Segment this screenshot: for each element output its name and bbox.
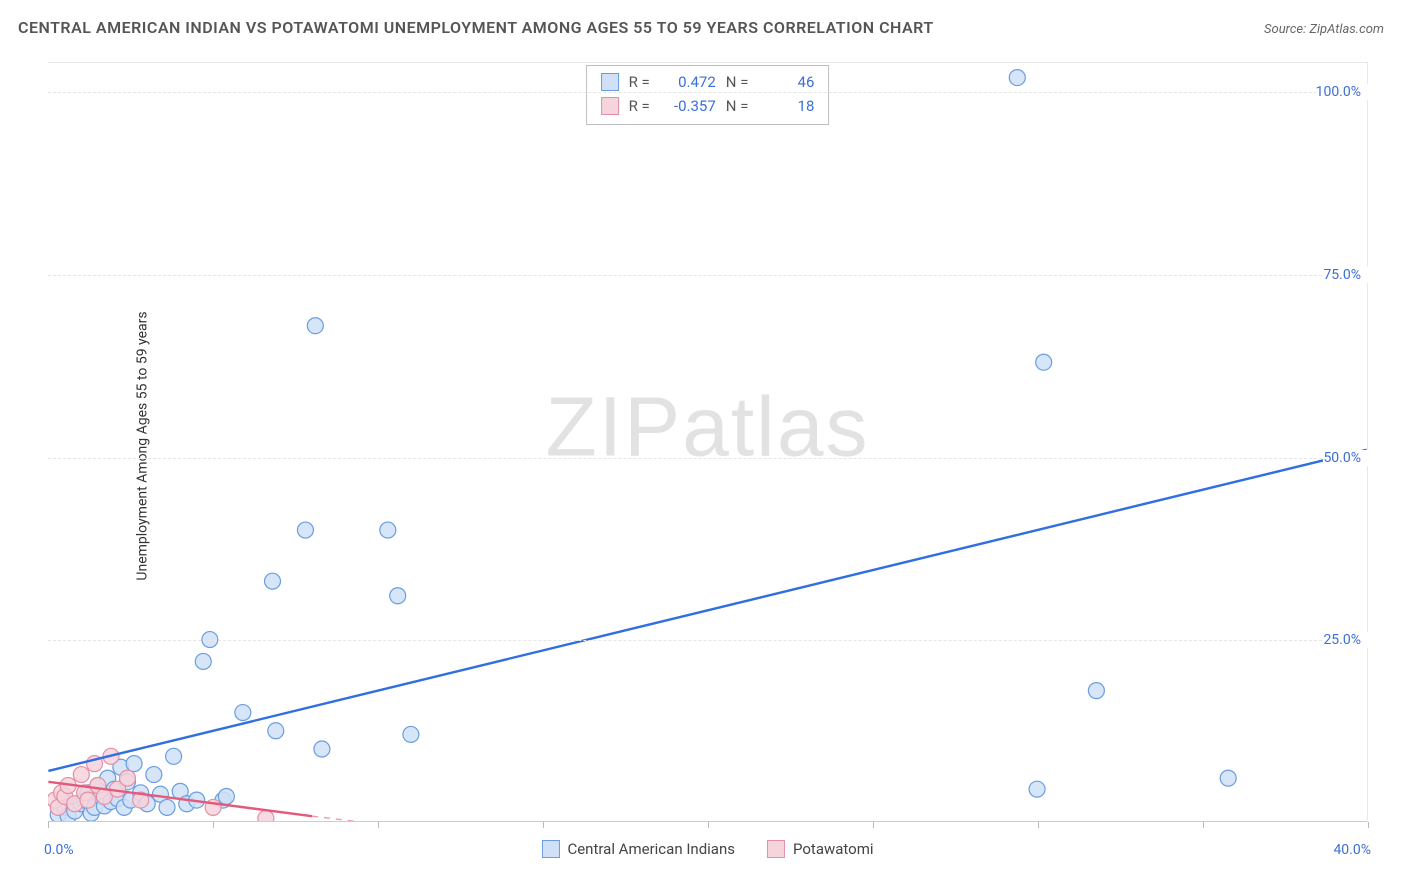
swatch-series1 — [601, 73, 619, 91]
legend-label-series1: Central American Indians — [567, 840, 735, 858]
series-legend: Central American Indians Potawatomi — [541, 840, 873, 858]
n-label: N = — [726, 70, 749, 94]
r-label: R = — [629, 94, 650, 118]
n-value-series1: 46 — [758, 70, 814, 94]
watermark-thin: atlas — [682, 380, 869, 474]
y-tick-label: 25.0% — [1323, 632, 1369, 648]
y-tick-label: 75.0% — [1323, 267, 1369, 283]
gridline-h — [48, 640, 1367, 641]
x-tick-mark — [873, 822, 874, 828]
watermark: ZIPatlas — [545, 379, 869, 476]
x-tick-mark — [213, 822, 214, 828]
stats-row-series2: R = -0.357 N = 18 — [601, 94, 815, 118]
y-tick-label: 100.0% — [1316, 84, 1369, 100]
chart-title: CENTRAL AMERICAN INDIAN VS POTAWATOMI UN… — [18, 18, 934, 37]
stats-row-series1: R = 0.472 N = 46 — [601, 70, 815, 94]
gridline-h — [48, 458, 1367, 459]
source-attribution: Source: ZipAtlas.com — [1264, 22, 1384, 37]
plot-area: ZIPatlas R = 0.472 N = 46 R = -0.357 N =… — [48, 62, 1368, 822]
x-tick-mark — [708, 822, 709, 828]
x-tick-mark — [1038, 822, 1039, 828]
n-value-series2: 18 — [758, 94, 814, 118]
x-tick-label: 40.0% — [1333, 842, 1371, 858]
gridline-h — [48, 92, 1367, 93]
legend-item-series2: Potawatomi — [767, 840, 874, 858]
legend-item-series1: Central American Indians — [541, 840, 735, 858]
correlation-stats-box: R = 0.472 N = 46 R = -0.357 N = 18 — [586, 65, 830, 125]
chart-container: CENTRAL AMERICAN INDIAN VS POTAWATOMI UN… — [0, 0, 1406, 892]
watermark-bold: ZIP — [545, 380, 682, 474]
y-tick-label: 50.0% — [1323, 450, 1369, 466]
r-label: R = — [629, 70, 650, 94]
legend-label-series2: Potawatomi — [793, 840, 874, 858]
swatch-series2 — [601, 97, 619, 115]
r-value-series2: -0.357 — [660, 94, 716, 118]
x-tick-label: 0.0% — [44, 842, 74, 858]
x-tick-mark — [1203, 822, 1204, 828]
x-tick-mark — [1368, 822, 1369, 828]
x-tick-mark — [543, 822, 544, 828]
gridline-h — [48, 275, 1367, 276]
x-tick-mark — [48, 822, 49, 828]
r-value-series1: 0.472 — [660, 70, 716, 94]
n-label: N = — [726, 94, 749, 118]
swatch-series1 — [541, 840, 559, 858]
swatch-series2 — [767, 840, 785, 858]
scatter-svg — [48, 63, 1367, 822]
x-tick-mark — [378, 822, 379, 828]
